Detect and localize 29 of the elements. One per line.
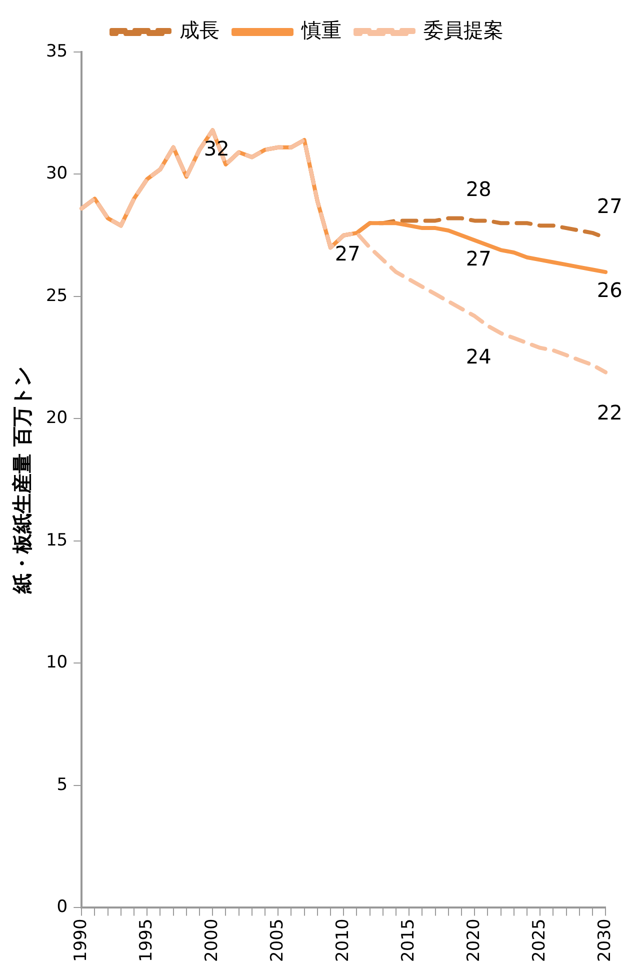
y-tick-label: 35	[46, 41, 68, 62]
x-tick-label: 1995	[136, 918, 157, 962]
data-label: 26	[596, 278, 622, 302]
legend-label: 成長	[180, 18, 220, 42]
x-tick-label: 2030	[595, 918, 616, 962]
x-tick-label: 2000	[202, 918, 222, 962]
legend-label: 慎重	[300, 18, 342, 42]
legend-label: 委員提案	[424, 18, 504, 42]
data-label: 27	[596, 194, 622, 218]
y-tick-label: 30	[46, 164, 68, 184]
data-label: 32	[204, 136, 230, 160]
data-label: 27	[334, 242, 360, 266]
x-tick-label: 1990	[71, 918, 92, 962]
x-tick-label: 2025	[530, 918, 550, 962]
x-tick-label: 2020	[464, 918, 484, 962]
x-tick-label: 2010	[333, 918, 354, 962]
y-tick-label: 20	[46, 408, 68, 428]
y-tick-label: 0	[56, 897, 68, 918]
x-tick-label: 2005	[268, 918, 288, 962]
y-tick-label: 15	[46, 530, 68, 550]
y-tick-label: 10	[46, 652, 68, 673]
data-label: 22	[596, 400, 622, 424]
y-tick-label: 5	[56, 774, 68, 795]
y-axis-title: 紙・板紙生産量 百万トン	[10, 366, 34, 594]
data-label: 27	[466, 246, 492, 270]
data-label: 28	[466, 176, 492, 201]
x-tick-label: 2015	[398, 918, 419, 962]
data-label: 24	[466, 344, 492, 368]
y-tick-label: 25	[46, 286, 68, 306]
